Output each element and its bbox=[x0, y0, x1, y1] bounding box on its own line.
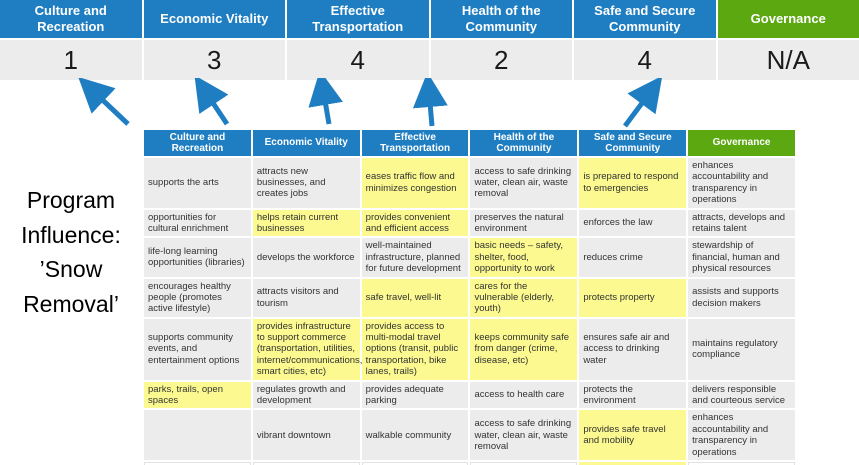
kpi-header-safe-and-secure-community: Safe and Secure Community bbox=[574, 0, 716, 38]
matrix-cell: assists and supports decision makers bbox=[688, 278, 795, 317]
kpi-score-health-of-the-community: 2 bbox=[430, 40, 572, 80]
matrix-header-health-of-the-community: Health of the Community bbox=[470, 130, 578, 156]
matrix-cell: provides access to multi-modal travel op… bbox=[361, 318, 469, 380]
matrix-cell: looks after it's most vulnerable bbox=[579, 461, 687, 465]
scoreboard: Culture and Recreation Economic Vitality E… bbox=[0, 0, 859, 80]
matrix-cell: enhances accountability and transparency… bbox=[688, 410, 795, 460]
matrix-cell: develops the workforce bbox=[252, 238, 360, 277]
influence-matrix: Culture and Recreation Economic Vitality E… bbox=[142, 128, 797, 465]
matrix-cell: stewardship of financial, human and phys… bbox=[688, 238, 795, 277]
matrix-cell: helps retain current businesses bbox=[252, 209, 360, 237]
matrix-cell: encourages healthy people (promotes acti… bbox=[144, 278, 251, 317]
matrix-cell: access to health care bbox=[470, 381, 578, 409]
matrix-cell bbox=[470, 461, 578, 465]
matrix-cell: safe travel, well-lit bbox=[361, 278, 469, 317]
matrix-cell: attracts visitors and tourism bbox=[252, 278, 360, 317]
matrix-cell: provides convenient and efficient access bbox=[361, 209, 469, 237]
kpi-header-health-of-the-community: Health of the Community bbox=[430, 0, 572, 38]
matrix-cell: eases traffic flow and minimizes congest… bbox=[361, 158, 469, 208]
matrix-header-effective-transportation: Effective Transportation bbox=[361, 130, 469, 156]
arrow-safety-icon bbox=[622, 78, 663, 128]
matrix-cell bbox=[688, 461, 795, 465]
matrix-cell: supports community events, and entertain… bbox=[144, 318, 251, 380]
matrix-cell: enhances accountability and transparency… bbox=[688, 158, 795, 208]
program-title-line: Program bbox=[26, 187, 116, 213]
kpi-score-governance: N/A bbox=[717, 40, 859, 80]
kpi-header-economic-vitality: Economic Vitality bbox=[143, 0, 285, 38]
kpi-score-culture-and-recreation: 1 bbox=[0, 40, 142, 80]
kpi-header-governance: Governance bbox=[717, 0, 859, 38]
matrix-cell: protects property bbox=[579, 278, 687, 317]
matrix-cell: supports the arts bbox=[144, 158, 251, 208]
table-row: vibrant downtown walkable community access… bbox=[144, 410, 795, 460]
matrix-cell: basic needs – safety, shelter, food, opp… bbox=[470, 238, 578, 277]
matrix-cell: cares for the vulnerable (elderly, youth… bbox=[470, 278, 578, 317]
matrix-cell: provides safe travel and mobility bbox=[579, 410, 687, 460]
table-row: opportunities for cultural enrichment hel… bbox=[144, 209, 795, 237]
matrix-cell: attracts, develops and retains talent bbox=[688, 209, 795, 237]
matrix-cell bbox=[252, 461, 360, 465]
matrix-cell bbox=[361, 461, 469, 465]
matrix-cell: well-maintained infrastructure, planned … bbox=[361, 238, 469, 277]
matrix-cell: enforces the law bbox=[579, 209, 687, 237]
matrix-cell: life-long learning opportunities (librar… bbox=[144, 238, 251, 277]
influence-matrix-body: supports the arts attracts new businesses… bbox=[144, 158, 795, 465]
table-row: looks after it's most vulnerable bbox=[144, 461, 795, 465]
matrix-header-culture-and-recreation: Culture and Recreation bbox=[144, 130, 251, 156]
program-title-line: ’Snow bbox=[39, 256, 103, 282]
influence-matrix-head: Culture and Recreation Economic Vitality E… bbox=[144, 130, 795, 156]
matrix-cell: keeps community safe from danger (crime,… bbox=[470, 318, 578, 380]
matrix-cell: walkable community bbox=[361, 410, 469, 460]
program-title-line: Influence: bbox=[21, 221, 121, 248]
kpi-score-economic-vitality: 3 bbox=[143, 40, 285, 80]
matrix-cell: vibrant downtown bbox=[252, 410, 360, 460]
matrix-cell: access to safe drinking water, clean air… bbox=[470, 410, 578, 460]
program-title-line: Removal’ bbox=[23, 290, 119, 317]
table-row: supports the arts attracts new businesses… bbox=[144, 158, 795, 208]
matrix-cell: preserves the natural environment bbox=[470, 209, 578, 237]
matrix-cell: maintains regulatory compliance bbox=[688, 318, 795, 380]
table-row: parks, trails, open spaces regulates grow… bbox=[144, 381, 795, 409]
table-row: encourages healthy people (promotes acti… bbox=[144, 278, 795, 317]
kpi-score-safe-and-secure-community: 4 bbox=[574, 40, 716, 80]
matrix-cell: provides infrastructure to support comme… bbox=[252, 318, 362, 380]
table-row: supports community events, and entertain… bbox=[144, 318, 795, 380]
matrix-cell bbox=[144, 461, 251, 465]
matrix-header-economic-vitality: Economic Vitality bbox=[252, 130, 360, 156]
matrix-cell: is prepared to respond to emergencies bbox=[579, 158, 687, 208]
kpi-score-effective-transportation: 4 bbox=[287, 40, 429, 80]
influence-arrows bbox=[78, 78, 663, 128]
matrix-cell: protects the environment bbox=[579, 381, 687, 409]
matrix-cell: provides adequate parking bbox=[361, 381, 469, 409]
matrix-cell: ensures safe air and access to drinking … bbox=[579, 318, 687, 380]
matrix-header-governance: Governance bbox=[688, 130, 795, 156]
matrix-cell: attracts new businesses, and creates job… bbox=[252, 158, 360, 208]
program-title: Program Influence: ’Snow Removal’ bbox=[0, 183, 142, 321]
matrix-header-safe-and-secure-community: Safe and Secure Community bbox=[579, 130, 687, 156]
matrix-cell: delivers responsible and courteous servi… bbox=[688, 381, 795, 409]
table-row: life-long learning opportunities (librar… bbox=[144, 238, 795, 277]
matrix-cell: access to safe drinking water, clean air… bbox=[470, 158, 578, 208]
arrow-culture-icon bbox=[78, 78, 130, 126]
matrix-cell bbox=[144, 410, 251, 460]
kpi-header-effective-transportation: Effective Transportation bbox=[287, 0, 429, 38]
matrix-cell: regulates growth and development bbox=[252, 381, 360, 409]
arrow-health-icon bbox=[412, 78, 448, 127]
matrix-cell: reduces crime bbox=[579, 238, 687, 277]
matrix-cell: opportunities for cultural enrichment bbox=[144, 209, 251, 237]
arrow-economic-icon bbox=[194, 78, 230, 126]
matrix-cell: parks, trails, open spaces bbox=[144, 381, 251, 409]
arrow-transportation-icon bbox=[308, 78, 343, 125]
kpi-header-culture-and-recreation: Culture and Recreation bbox=[0, 0, 142, 38]
